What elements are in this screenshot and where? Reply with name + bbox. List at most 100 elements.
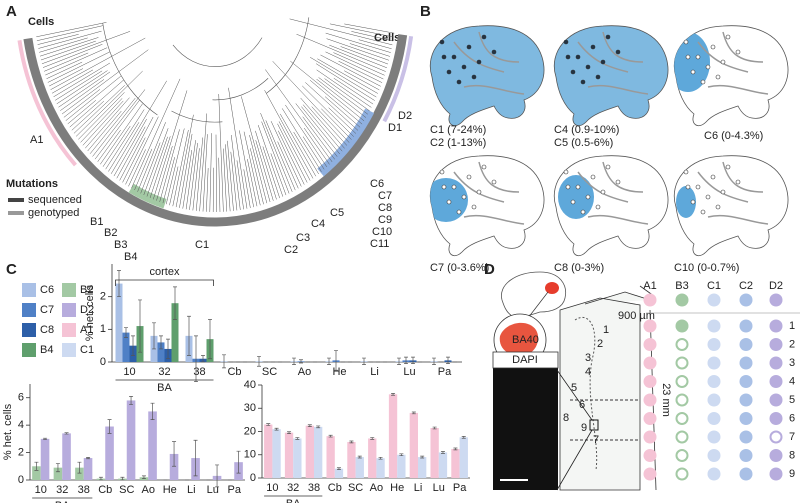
branch <box>300 97 345 149</box>
branch <box>51 69 94 94</box>
cells-label: Cells <box>374 32 400 44</box>
mutation-label: C5 <box>330 207 344 219</box>
sample-site <box>466 44 472 50</box>
x-tick-label: He <box>390 482 404 494</box>
branch <box>349 43 390 57</box>
x-tick-label: Li <box>414 482 423 494</box>
arc <box>212 78 269 101</box>
slab-label: 8 <box>563 412 569 424</box>
slab-label: 9 <box>581 422 587 434</box>
branch <box>65 75 122 121</box>
error-bar <box>370 437 375 440</box>
marker <box>643 449 657 462</box>
branch <box>230 151 238 211</box>
bar <box>409 412 418 478</box>
branch <box>351 31 394 42</box>
x-tick-label: 38 <box>308 482 320 494</box>
sample-site <box>585 64 591 70</box>
branch <box>46 61 83 79</box>
error-bar <box>187 315 191 356</box>
mutation-label: C8 <box>378 202 392 214</box>
branch <box>41 31 131 65</box>
x-tick-label: 32 <box>287 482 299 494</box>
error-bar <box>411 411 416 415</box>
branch <box>80 98 123 143</box>
marker <box>643 467 657 481</box>
error-bar <box>327 357 331 365</box>
branch <box>315 63 375 101</box>
y-tick-label: 1 <box>100 323 106 335</box>
error-bar <box>64 432 69 435</box>
marker <box>739 293 753 307</box>
mutation-label: B2 <box>104 227 117 239</box>
error-bar <box>173 286 177 320</box>
branch <box>39 37 88 53</box>
legend-label: B2 <box>80 284 93 296</box>
branch <box>116 126 146 179</box>
branch <box>105 109 145 170</box>
sample-site <box>476 189 482 195</box>
error-bar <box>77 461 82 474</box>
sample-site <box>563 39 569 45</box>
branch <box>75 70 143 137</box>
y-tick-label: 40 <box>244 379 256 391</box>
branch <box>189 142 198 210</box>
arc <box>382 36 414 123</box>
error-bar <box>141 475 146 479</box>
branch <box>162 157 175 204</box>
bar <box>326 436 335 478</box>
branch <box>277 123 308 183</box>
error-bar <box>138 299 142 353</box>
branch <box>228 87 248 209</box>
bar <box>169 453 179 480</box>
branch <box>250 148 264 205</box>
branch <box>45 47 108 76</box>
slab-label: 2 <box>597 338 603 350</box>
sample-site <box>710 174 716 180</box>
bar <box>148 411 157 480</box>
x-tick-label: Lu <box>433 482 445 494</box>
branch <box>270 153 287 196</box>
sample-site <box>705 64 711 70</box>
marker <box>707 356 721 370</box>
region-label: BA40 <box>512 334 539 346</box>
column-header: A1 <box>643 280 656 292</box>
marker <box>739 449 753 462</box>
marker <box>739 467 753 481</box>
sample-site <box>615 49 621 55</box>
branch <box>218 94 224 212</box>
bar <box>157 342 165 362</box>
marker <box>643 412 657 425</box>
branch <box>317 58 378 94</box>
branch <box>47 51 111 83</box>
branch <box>249 135 268 204</box>
bar <box>126 400 136 480</box>
branch <box>278 121 311 181</box>
error-bar <box>274 427 279 431</box>
branch <box>102 125 131 167</box>
marker <box>675 356 689 370</box>
mutation-label: C10 <box>372 226 392 238</box>
error-bar <box>129 395 134 405</box>
branch <box>218 157 221 212</box>
clone-label: A1 <box>30 134 43 146</box>
legend-swatch <box>22 303 36 317</box>
marker <box>707 293 721 307</box>
branch <box>257 125 284 197</box>
bar <box>334 468 344 478</box>
marker <box>769 319 783 333</box>
bar <box>53 467 63 480</box>
sample-site <box>580 209 586 215</box>
bar <box>171 303 179 362</box>
brain-caption: C5 (0.5-6%) <box>554 137 613 149</box>
branch <box>309 80 363 125</box>
bar <box>347 441 356 478</box>
branch <box>305 82 359 131</box>
legend-label: sequenced <box>28 194 82 206</box>
bar <box>272 429 281 478</box>
x-tick-label: 10 <box>123 366 135 378</box>
sample-site <box>451 184 457 190</box>
error-bar <box>194 335 198 382</box>
error-bar <box>404 356 408 364</box>
y-tick-label: 0 <box>18 474 24 486</box>
